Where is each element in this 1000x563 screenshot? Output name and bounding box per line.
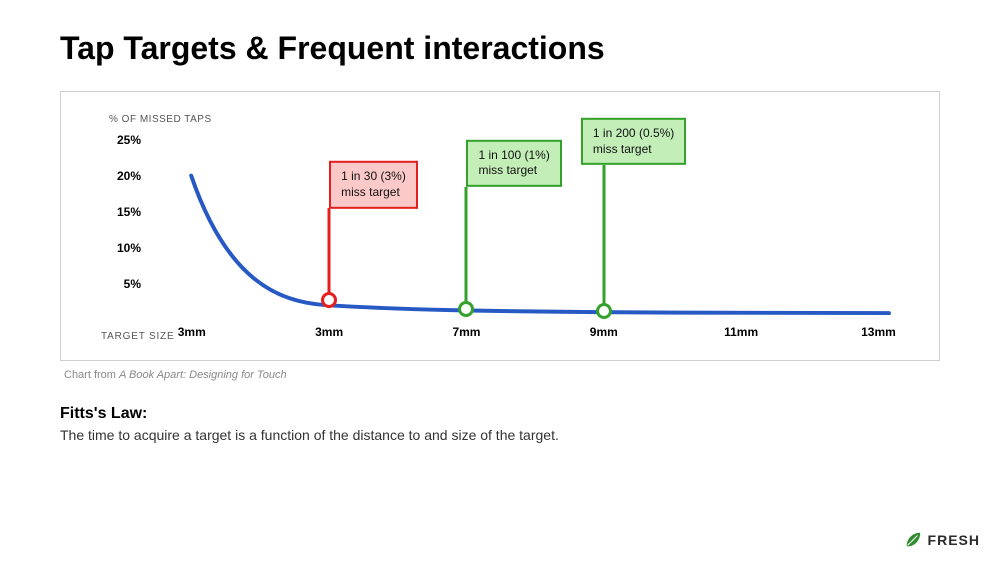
callout-label: 1 in 200 (0.5%)miss target (581, 118, 686, 165)
x-axis-ticks: 3mm 3mm 7mm 9mm 11mm 13mm (146, 325, 909, 345)
chart-plot-area: 1 in 30 (3%)miss target 1 in 100 (1%)miss… (146, 140, 909, 320)
brand-logo: FRESH (904, 531, 980, 549)
attribution-prefix: Chart from (64, 369, 119, 381)
law-section: Fitts's Law: The time to acquire a targe… (60, 405, 940, 443)
law-body: The time to acquire a target is a functi… (60, 427, 940, 443)
x-tick-label: 7mm (452, 325, 480, 339)
x-tick-label: 11mm (724, 325, 758, 339)
y-axis-title: % OF MISSED TAPS (109, 114, 909, 125)
chart-attribution: Chart from A Book Apart: Designing for T… (64, 369, 940, 381)
x-tick-label: 9mm (590, 325, 618, 339)
x-tick-label: 3mm (178, 325, 206, 339)
law-title: Fitts's Law: (60, 405, 940, 423)
y-tick-label: 25% (117, 133, 141, 147)
callout-label: 1 in 100 (1%)miss target (466, 140, 561, 187)
y-tick-label: 15% (117, 205, 141, 219)
data-point-marker (321, 292, 337, 308)
y-tick-label: 10% (117, 241, 141, 255)
page-title: Tap Targets & Frequent interactions (60, 30, 940, 67)
y-tick-label: 20% (117, 169, 141, 183)
callout-connector (465, 187, 468, 309)
data-point-marker (458, 301, 474, 317)
x-tick-label: 13mm (861, 325, 896, 339)
brand-name: FRESH (928, 532, 980, 548)
data-point-marker (596, 303, 612, 319)
callout-connector (602, 165, 605, 311)
x-tick-label: 3mm (315, 325, 343, 339)
chart-container: % OF MISSED TAPS 25% 20% 15% 10% 5% 1 in 30 … (60, 91, 940, 361)
attribution-source: A Book Apart: Designing for Touch (119, 369, 287, 381)
leaf-icon (904, 531, 922, 549)
y-tick-label: 5% (124, 277, 141, 291)
callout-connector (328, 208, 331, 300)
chart-curve-path (191, 176, 889, 313)
callout-label: 1 in 30 (3%)miss target (329, 161, 418, 208)
y-axis-ticks: 25%20%15%10%5% (101, 140, 141, 320)
